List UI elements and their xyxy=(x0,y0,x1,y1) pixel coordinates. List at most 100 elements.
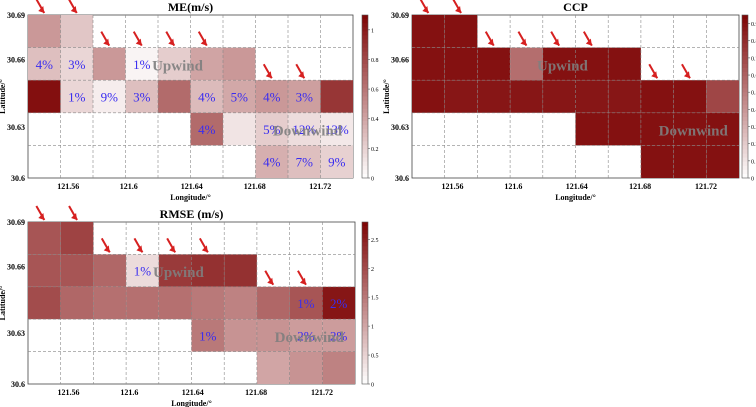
colorbar-segment xyxy=(742,39,748,45)
percent-label: 4% xyxy=(36,57,54,72)
colorbar-segment xyxy=(742,116,748,122)
percent-label: 4% xyxy=(263,155,281,170)
region-annotation: Downwind xyxy=(275,330,345,346)
heatmap-cell xyxy=(575,80,609,113)
x-tick-label: 121.72 xyxy=(695,182,717,191)
y-tick-label: 30.66 xyxy=(7,56,25,65)
colorbar-segment xyxy=(362,129,368,134)
colorbar-segment xyxy=(742,108,748,114)
y-tick-label: 30.6 xyxy=(11,174,25,183)
heatmap-cell xyxy=(575,112,609,146)
x-tick-label: 121.64 xyxy=(566,182,588,191)
heatmap-cell xyxy=(60,222,94,255)
percent-label: 3% xyxy=(133,90,151,105)
chart-title: ME(m/s) xyxy=(168,0,213,14)
percent-label: 1% xyxy=(68,90,86,105)
colorbar-segment xyxy=(742,55,748,61)
colorbar-segment xyxy=(362,351,368,357)
colorbar-segment xyxy=(742,51,748,57)
arrow-icon xyxy=(299,277,306,285)
percent-label: 9% xyxy=(328,155,346,170)
percent-label: 2% xyxy=(330,328,348,343)
heatmap-cell xyxy=(158,254,192,287)
colorbar-segment xyxy=(742,43,748,49)
heatmap-cell xyxy=(640,80,674,113)
arrow-icon xyxy=(201,245,208,253)
colorbar-segment xyxy=(362,327,368,332)
arrow-icon xyxy=(455,6,462,13)
colorbar-segment xyxy=(742,100,748,106)
heatmap-cell xyxy=(191,254,225,287)
x-tick-label: 121.72 xyxy=(311,388,333,397)
y-tick-label: 30.66 xyxy=(7,262,25,271)
heatmap-cell xyxy=(412,15,445,48)
colorbar-segment xyxy=(742,149,748,155)
percent-label: 3% xyxy=(296,90,314,105)
colorbar-segment xyxy=(362,39,368,45)
arrow-icon xyxy=(520,38,527,46)
chart-title: CCP xyxy=(563,0,588,14)
colorbar-segment xyxy=(362,145,368,150)
colorbar-segment xyxy=(742,92,748,97)
heatmap-cell xyxy=(28,222,61,255)
percent-label: 1% xyxy=(133,57,151,72)
heatmap-cell xyxy=(444,47,478,81)
colorbar-tick-label: 0.2 xyxy=(371,147,379,153)
colorbar-tick-label: 0.8 xyxy=(371,58,379,64)
colorbar-segment xyxy=(362,104,368,110)
percent-label: 12% xyxy=(292,122,316,137)
colorbar-segment xyxy=(742,165,748,171)
heatmap-cell xyxy=(255,112,288,146)
region-annotation: Upwind xyxy=(153,265,205,281)
colorbar-segment xyxy=(362,290,368,296)
colorbar-segment xyxy=(742,23,748,28)
percent-label: 5% xyxy=(231,90,249,105)
y-tick-label: 30.6 xyxy=(11,380,25,389)
heatmap-cell xyxy=(224,254,257,287)
heatmap-cell xyxy=(60,286,94,320)
colorbar-segment xyxy=(742,67,748,73)
colorbar-segment xyxy=(742,35,748,40)
heatmap-cell xyxy=(158,286,192,320)
heatmap-cell xyxy=(125,80,158,113)
heatmap-cell xyxy=(255,145,288,178)
arrow-icon xyxy=(651,71,658,79)
colorbar-segment xyxy=(362,15,368,20)
heatmap-cell xyxy=(477,47,511,81)
colorbar-segment xyxy=(362,262,368,268)
arrow-icon xyxy=(103,38,110,46)
x-tick-label: 121.56 xyxy=(58,388,80,397)
heatmap-cell xyxy=(190,47,223,81)
arrow-icon xyxy=(169,245,176,253)
arrow-icon xyxy=(487,38,494,46)
colorbar-segment xyxy=(362,355,368,361)
heatmap-cell xyxy=(224,319,257,352)
colorbar-segment xyxy=(362,96,368,102)
colorbar-segment xyxy=(362,359,368,365)
percent-label: 1% xyxy=(134,264,152,279)
arrow-icon xyxy=(135,38,142,46)
colorbar-segment xyxy=(362,51,368,57)
heatmap-cell xyxy=(28,254,61,287)
colorbar-tick-label: 0.4 xyxy=(371,117,379,123)
colorbar-segment xyxy=(362,72,368,77)
y-tick-label: 30.63 xyxy=(391,123,409,132)
colorbar-segment xyxy=(362,76,368,81)
heatmap-cell xyxy=(125,47,158,81)
percent-label: 1% xyxy=(297,296,315,311)
colorbar-tick-label: 0.3 xyxy=(751,125,756,131)
colorbar-segment xyxy=(362,238,368,243)
y-tick-label: 30.69 xyxy=(7,11,25,20)
y-tick-label: 30.63 xyxy=(7,123,25,132)
colorbar-tick-label: 0.2 xyxy=(751,142,756,148)
heatmap-cell xyxy=(477,80,511,113)
colorbar-segment xyxy=(362,88,368,93)
colorbar-segment xyxy=(362,43,368,49)
colorbar-tick-label: 0.5 xyxy=(371,354,379,360)
heatmap-cell xyxy=(93,47,126,81)
colorbar-segment xyxy=(362,367,368,373)
arrow-icon xyxy=(136,245,143,253)
heatmap-cell xyxy=(289,286,323,320)
colorbar-tick-label: 0.9 xyxy=(751,22,756,28)
heatmap-cell xyxy=(256,286,290,320)
